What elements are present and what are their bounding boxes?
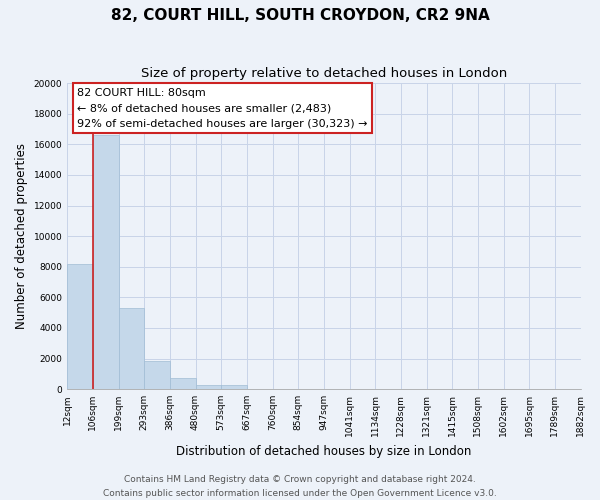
Text: 82, COURT HILL, SOUTH CROYDON, CR2 9NA: 82, COURT HILL, SOUTH CROYDON, CR2 9NA <box>110 8 490 22</box>
Title: Size of property relative to detached houses in London: Size of property relative to detached ho… <box>141 68 507 80</box>
Bar <box>196 385 221 389</box>
Text: 82 COURT HILL: 80sqm
← 8% of detached houses are smaller (2,483)
92% of semi-det: 82 COURT HILL: 80sqm ← 8% of detached ho… <box>77 88 368 129</box>
Bar <box>67 264 93 389</box>
Text: Contains HM Land Registry data © Crown copyright and database right 2024.
Contai: Contains HM Land Registry data © Crown c… <box>103 476 497 498</box>
Y-axis label: Number of detached properties: Number of detached properties <box>15 143 28 329</box>
Bar <box>170 378 196 389</box>
Bar <box>93 135 119 389</box>
X-axis label: Distribution of detached houses by size in London: Distribution of detached houses by size … <box>176 444 472 458</box>
Bar <box>119 308 144 389</box>
Bar <box>221 385 247 389</box>
Bar <box>144 361 170 389</box>
